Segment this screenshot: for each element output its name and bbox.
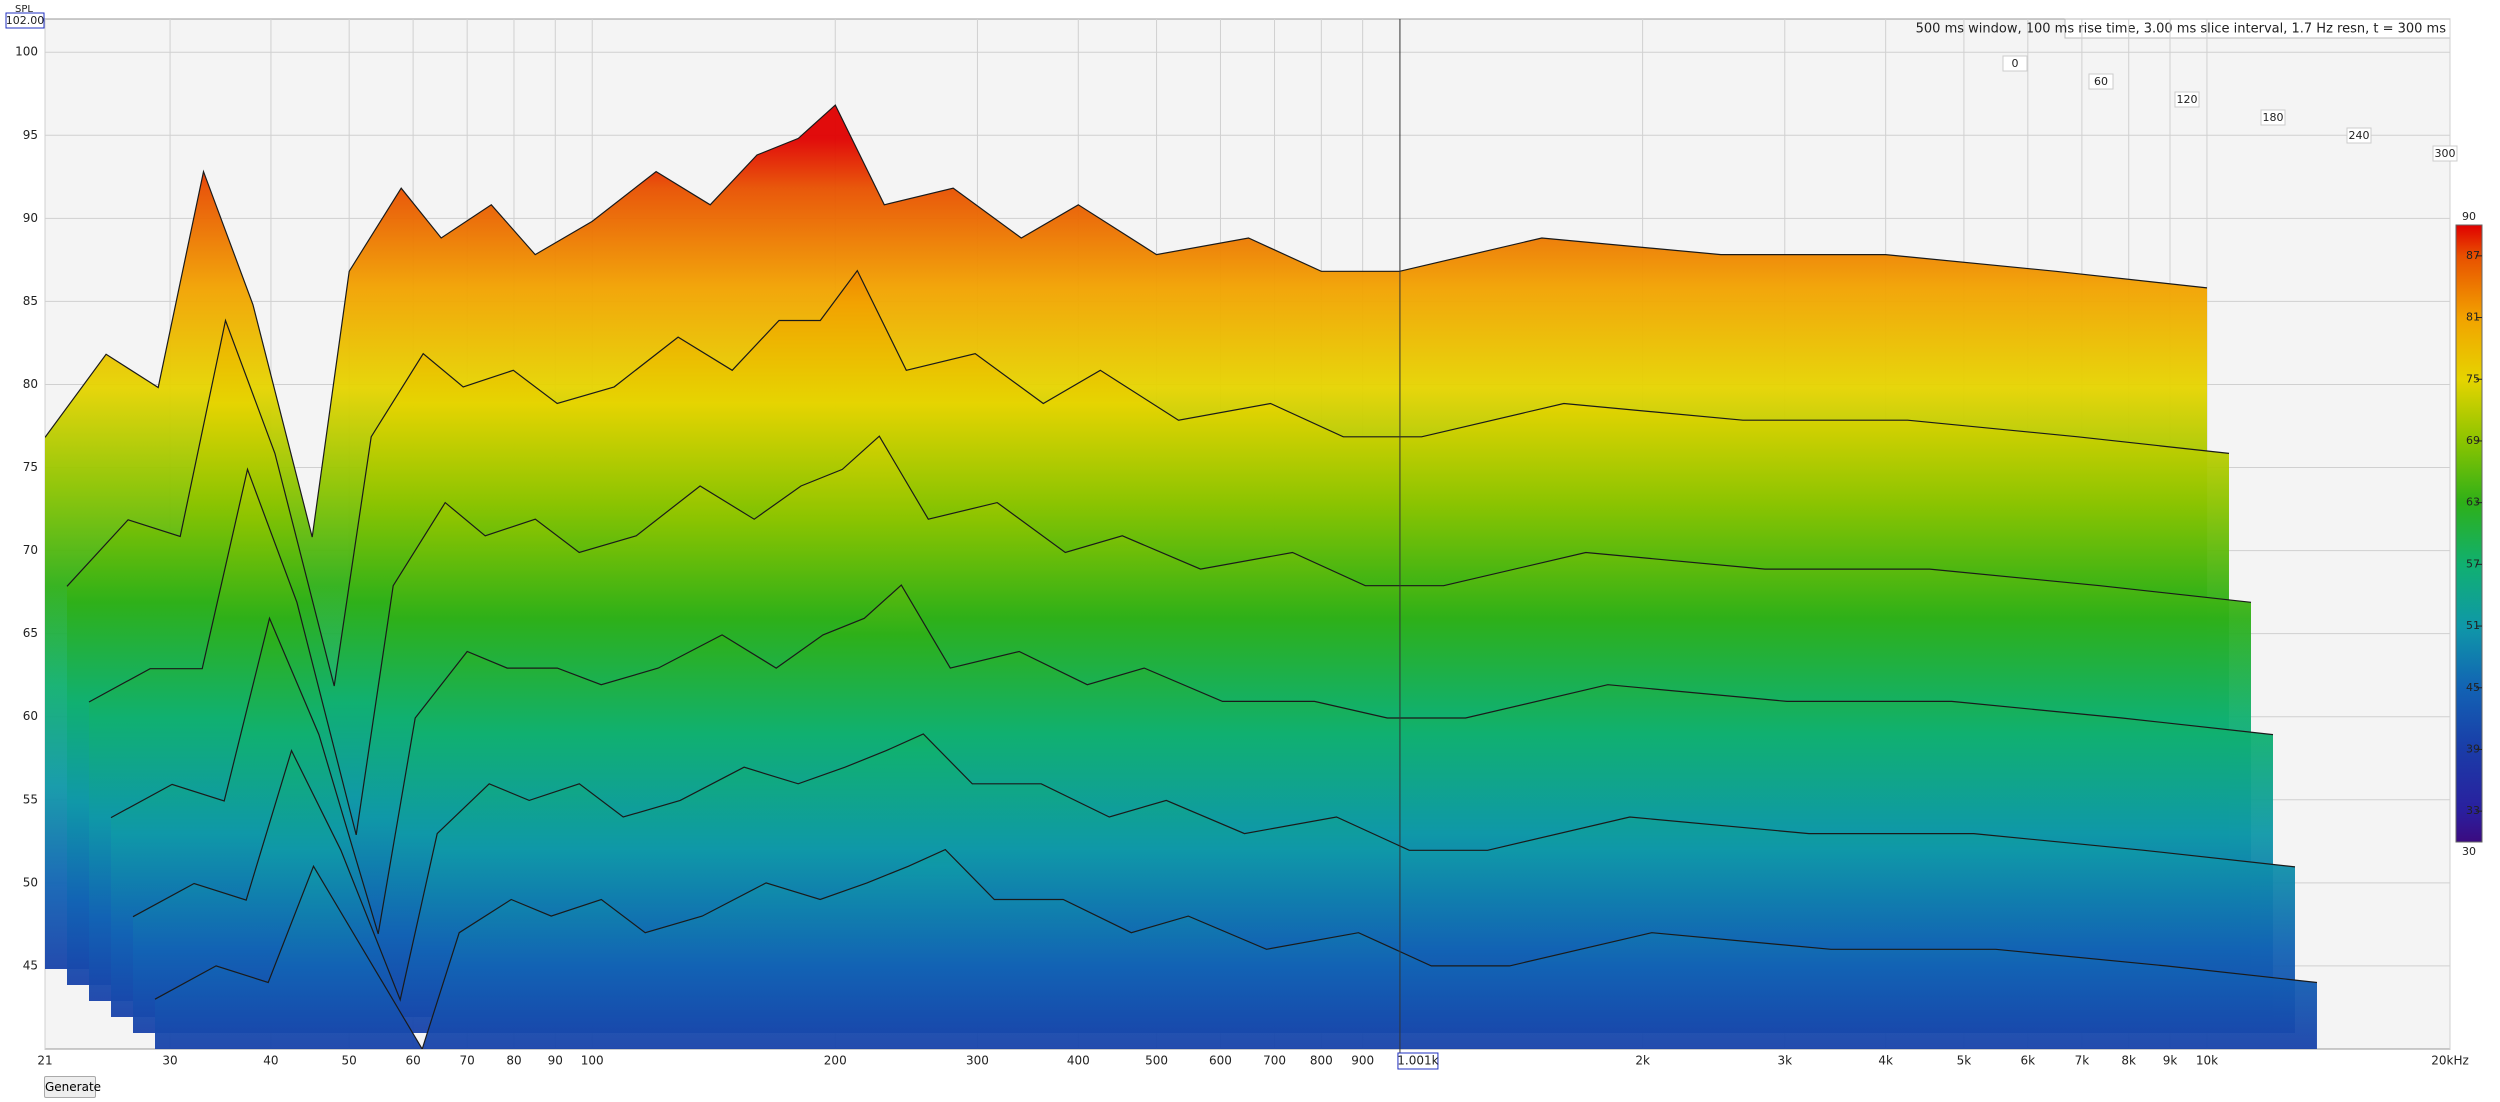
waterfall	[45, 104, 2318, 1049]
y-tick-label: 95	[23, 128, 38, 142]
x-tick-label: 80	[506, 1054, 521, 1068]
colorbar-label: 75	[2466, 372, 2480, 385]
x-tick-label: 10k	[2196, 1054, 2218, 1068]
x-tick-label: 30	[162, 1054, 177, 1068]
z-tick-label: 180	[2263, 111, 2284, 124]
y-tick-label: 50	[23, 875, 38, 889]
y-tick-label: 70	[23, 543, 38, 557]
slice-line	[110, 584, 2274, 935]
x-tick-label: 600	[1209, 1054, 1232, 1068]
x-tick-label: 90	[548, 1054, 563, 1068]
x-tick-label: 8k	[2121, 1054, 2136, 1068]
cursor-x-label: 1.001k	[1397, 1054, 1438, 1068]
x-tick-label: 20kHz	[2431, 1054, 2469, 1068]
z-tick-box	[2432, 145, 2458, 162]
slice-fill	[155, 849, 2317, 1049]
slice-line	[45, 104, 2208, 538]
y-tick-label: 55	[23, 792, 38, 806]
colorbar-label: 51	[2466, 619, 2480, 632]
x-tick-label: 6k	[2021, 1054, 2036, 1068]
y-tick-label: 45	[23, 958, 38, 972]
x-tick-label: 800	[1310, 1054, 1333, 1068]
x-tick-label: 9k	[2163, 1054, 2178, 1068]
colorbar-max: 90	[2462, 210, 2476, 223]
x-tick-label: 300	[966, 1054, 989, 1068]
colorbar-min: 30	[2462, 845, 2476, 858]
x-tick-label: 200	[824, 1054, 847, 1068]
slice-line	[88, 435, 2252, 836]
x-tick-label: 700	[1263, 1054, 1286, 1068]
z-tick-box	[2088, 73, 2114, 90]
slice-line	[132, 733, 2296, 1002]
z-tick-label: 240	[2349, 129, 2370, 142]
cursor-box	[5, 12, 45, 29]
colorbar-label: 81	[2466, 311, 2480, 324]
x-tick-label: 5k	[1957, 1054, 1972, 1068]
colorbar	[2455, 224, 2483, 843]
cursor-y-label: 102.00	[6, 14, 45, 27]
z-tick-box	[2002, 55, 2028, 72]
generate-button[interactable]: Generate	[44, 1076, 101, 1098]
x-tick-label: 500	[1145, 1054, 1168, 1068]
slice-line	[154, 848, 2318, 1049]
y-tick-label: 85	[23, 294, 38, 308]
z-tick-box	[2346, 127, 2372, 144]
x-tick-label: 2k	[1635, 1054, 1650, 1068]
x-tick-label: 70	[460, 1054, 475, 1068]
x-tick-label: 50	[342, 1054, 357, 1068]
x-tick-label: 7k	[2075, 1054, 2090, 1068]
z-tick-box	[2174, 91, 2200, 108]
y-tick-label: 80	[23, 377, 38, 391]
y-tick-label: 60	[23, 709, 38, 723]
x-tick-label: 400	[1067, 1054, 1090, 1068]
y-tick-label: 75	[23, 460, 38, 474]
z-tick-label: 60	[2094, 75, 2108, 88]
slice-line	[66, 269, 2230, 687]
x-tick-label: 40	[263, 1054, 278, 1068]
z-tick-label: 0	[2012, 57, 2019, 70]
z-tick-label: 300	[2435, 147, 2456, 160]
cursor-box	[1397, 1052, 1439, 1070]
x-tick-label: 100	[581, 1054, 604, 1068]
colorbar-label: 69	[2466, 434, 2480, 447]
colorbar-label: 39	[2466, 742, 2480, 755]
x-tick-label: 900	[1351, 1054, 1374, 1068]
colorbar-label: 87	[2466, 249, 2480, 262]
chart: SPL 500 ms window, 100 ms rise time, 3.0…	[5, 4, 2483, 1070]
x-tick-label: 4k	[1878, 1054, 1893, 1068]
info-text: 500 ms window, 100 ms rise time, 3.00 ms…	[1916, 22, 2447, 37]
y-tick-label: 100	[15, 45, 38, 59]
z-tick-label: 120	[2177, 93, 2198, 106]
colorbar-label: 63	[2466, 496, 2480, 509]
colorbar-label: 57	[2466, 557, 2480, 570]
colorbar-label: 33	[2466, 804, 2480, 817]
z-tick-box	[2260, 109, 2286, 126]
x-tick-label: 3k	[1778, 1054, 1793, 1068]
colorbar-label: 45	[2466, 681, 2480, 694]
x-tick-label: 21	[37, 1054, 52, 1068]
y-tick-label: 90	[23, 211, 38, 225]
x-tick-label: 60	[405, 1054, 420, 1068]
y-tick-label: 65	[23, 626, 38, 640]
y-axis-label: SPL	[15, 4, 33, 15]
